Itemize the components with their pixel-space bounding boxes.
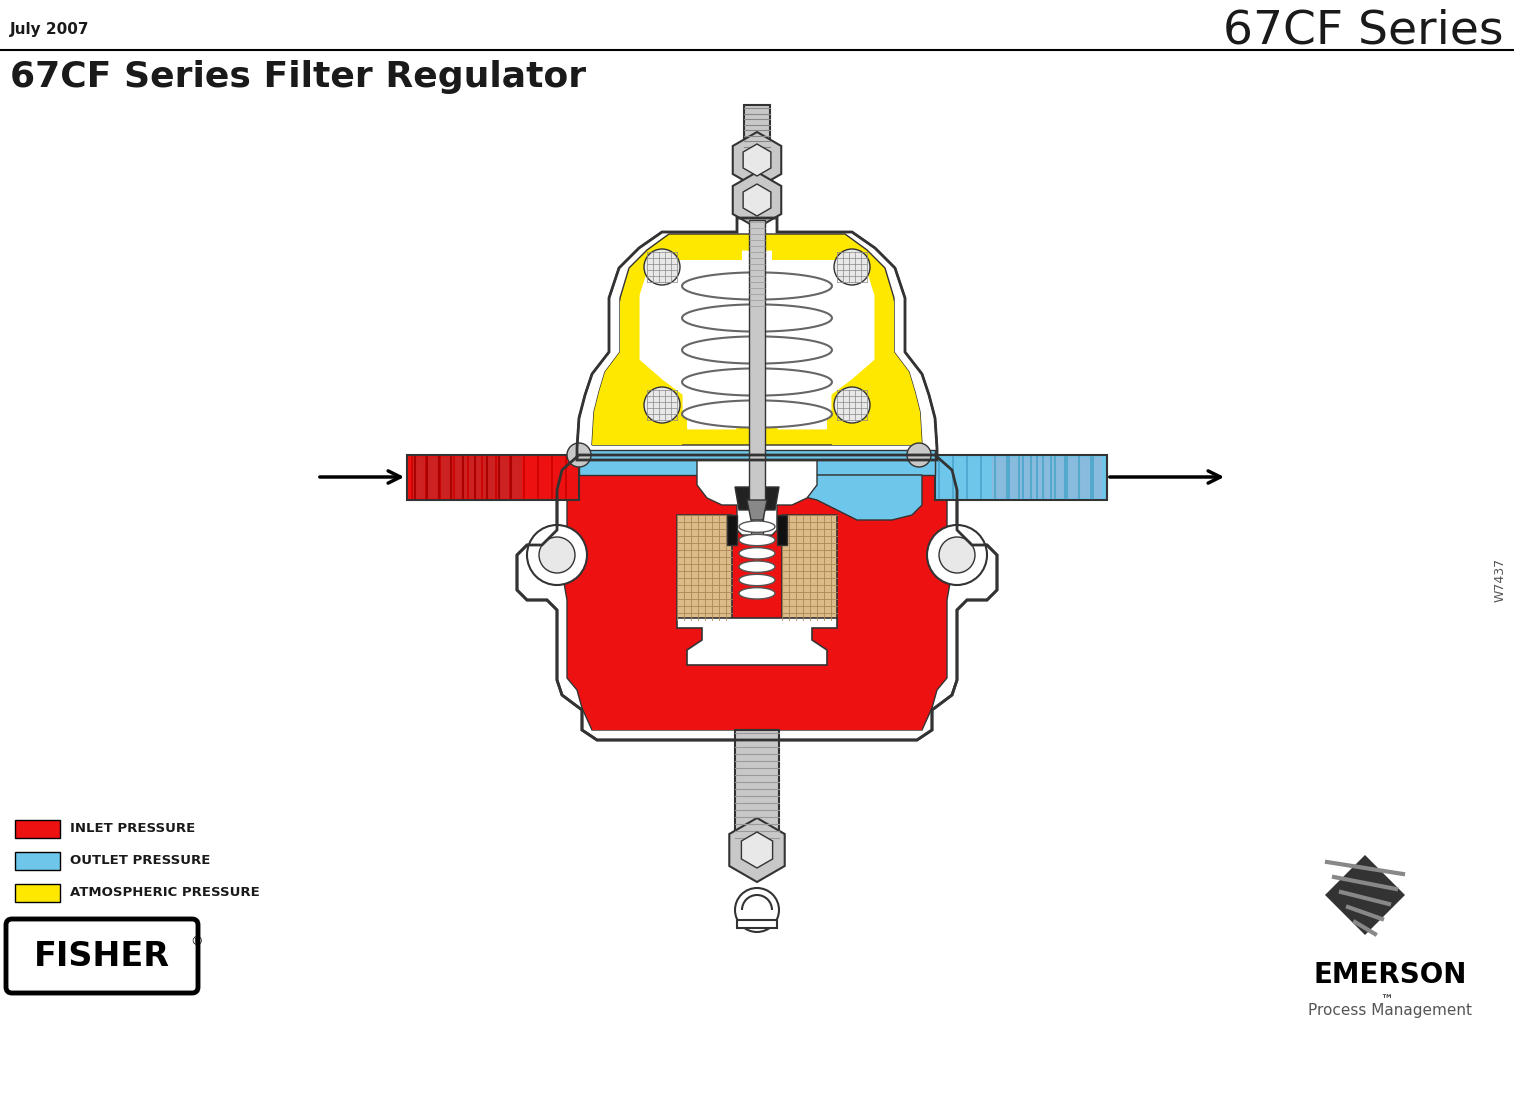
Circle shape: [939, 537, 975, 573]
Polygon shape: [412, 457, 522, 498]
Polygon shape: [1325, 855, 1405, 935]
Bar: [15, 852, 61, 870]
Polygon shape: [681, 305, 833, 332]
Polygon shape: [681, 400, 833, 428]
Bar: [737, 920, 777, 928]
Text: Process Management: Process Management: [1308, 1002, 1472, 1018]
Polygon shape: [407, 455, 578, 500]
Circle shape: [834, 386, 871, 423]
Polygon shape: [681, 369, 833, 395]
Bar: [777, 515, 787, 545]
Circle shape: [834, 249, 871, 285]
Circle shape: [539, 537, 575, 573]
Text: EMERSON: EMERSON: [1313, 961, 1467, 989]
Polygon shape: [743, 144, 771, 176]
Polygon shape: [739, 574, 775, 585]
Text: INLET PRESSURE: INLET PRESSURE: [70, 822, 195, 836]
Polygon shape: [743, 184, 771, 216]
Polygon shape: [936, 455, 1107, 500]
Circle shape: [907, 443, 931, 467]
Polygon shape: [677, 618, 837, 665]
Text: FISHER: FISHER: [33, 939, 170, 973]
Polygon shape: [777, 475, 922, 521]
Polygon shape: [733, 172, 781, 228]
Circle shape: [527, 525, 587, 585]
Polygon shape: [516, 455, 998, 739]
Bar: [749, 220, 765, 510]
Circle shape: [568, 443, 590, 467]
Polygon shape: [739, 588, 775, 599]
Polygon shape: [639, 250, 875, 430]
Text: W7437: W7437: [1493, 557, 1506, 602]
Polygon shape: [592, 233, 922, 445]
Polygon shape: [592, 665, 922, 731]
Bar: [751, 475, 763, 535]
Bar: [15, 884, 61, 903]
Text: ™: ™: [1379, 993, 1393, 1006]
Bar: [743, 105, 771, 160]
Circle shape: [643, 386, 680, 423]
Polygon shape: [746, 500, 768, 521]
Circle shape: [643, 249, 680, 285]
Polygon shape: [557, 460, 957, 731]
Polygon shape: [739, 534, 775, 546]
FancyBboxPatch shape: [6, 919, 198, 993]
Polygon shape: [772, 245, 922, 445]
Polygon shape: [739, 561, 775, 572]
Text: July 2007: July 2007: [11, 22, 89, 37]
Circle shape: [927, 525, 987, 585]
Polygon shape: [739, 521, 775, 533]
Polygon shape: [739, 547, 775, 558]
Polygon shape: [577, 218, 937, 460]
Polygon shape: [578, 450, 936, 475]
Bar: [734, 731, 780, 850]
Polygon shape: [730, 818, 784, 882]
Polygon shape: [992, 457, 1102, 498]
Polygon shape: [733, 132, 781, 188]
Text: 67CF Series Filter Regulator: 67CF Series Filter Regulator: [11, 60, 586, 94]
Polygon shape: [742, 832, 772, 868]
Polygon shape: [734, 487, 780, 510]
Bar: [783, 515, 837, 620]
Text: 67CF Series: 67CF Series: [1223, 8, 1503, 52]
Bar: [15, 820, 61, 838]
Circle shape: [734, 888, 780, 932]
Polygon shape: [592, 245, 742, 445]
Text: ®: ®: [189, 935, 203, 948]
Bar: [727, 515, 737, 545]
Polygon shape: [681, 336, 833, 364]
Text: ATMOSPHERIC PRESSURE: ATMOSPHERIC PRESSURE: [70, 887, 260, 899]
Bar: [677, 515, 731, 620]
Polygon shape: [696, 460, 818, 535]
Polygon shape: [681, 273, 833, 299]
Text: OUTLET PRESSURE: OUTLET PRESSURE: [70, 855, 210, 868]
